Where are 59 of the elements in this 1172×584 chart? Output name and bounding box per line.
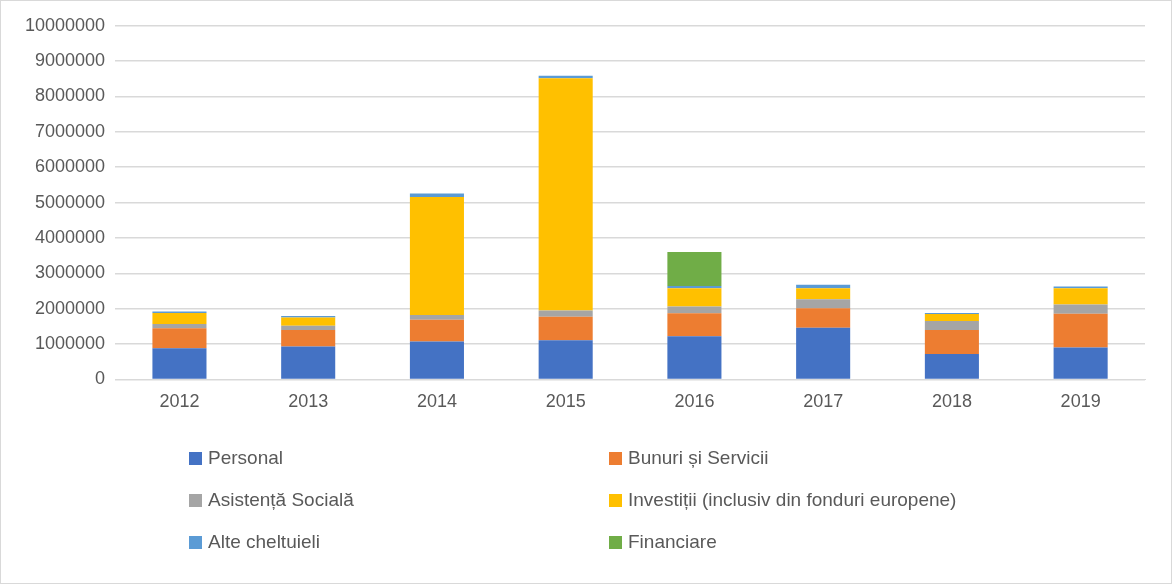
bar [796, 288, 851, 300]
bar [667, 313, 722, 337]
bar [409, 319, 464, 342]
bar [281, 329, 336, 347]
bar [1053, 347, 1108, 379]
bar [796, 308, 851, 328]
bar [667, 252, 722, 287]
bar [409, 315, 464, 320]
legend-label: Alte cheltuieli [208, 531, 320, 553]
y-tick-label: 6000000 [35, 156, 106, 177]
y-tick-label: 0 [95, 368, 106, 389]
y-tick-label: 2000000 [35, 297, 106, 318]
bar [667, 288, 722, 307]
legend-label: Financiare [628, 531, 717, 553]
bar [409, 193, 464, 197]
y-tick-label: 3000000 [35, 262, 106, 283]
x-tick-label: 2012 [159, 391, 200, 412]
legend-label: Bunuri și Servicii [628, 447, 769, 469]
bar [409, 196, 464, 316]
bar [667, 336, 722, 379]
legend-label: Asistență Socială [208, 489, 354, 511]
y-tick-label: 7000000 [35, 120, 106, 141]
bar [1053, 313, 1108, 348]
bar [667, 286, 722, 289]
legend-label: Personal [208, 447, 283, 469]
x-tick-label: 2018 [931, 391, 972, 412]
y-tick-label: 10000000 [24, 14, 106, 35]
bar [796, 327, 851, 379]
bar [538, 78, 593, 311]
x-tick-label: 2013 [288, 391, 329, 412]
bar [281, 325, 336, 330]
bar [1053, 288, 1108, 305]
x-tick-label: 2016 [674, 391, 715, 412]
y-tick-label: 1000000 [35, 333, 106, 354]
bar [409, 341, 464, 379]
x-tick-label: 2019 [1060, 391, 1101, 412]
y-tick-label: 9000000 [35, 50, 106, 71]
bar [152, 348, 207, 379]
x-tick-label: 2017 [803, 391, 844, 412]
bar [152, 328, 207, 349]
bar [152, 323, 207, 329]
bar [538, 340, 593, 379]
y-tick-label: 5000000 [35, 191, 106, 212]
bar [924, 353, 979, 379]
x-tick-label: 2015 [545, 391, 586, 412]
bar [924, 321, 979, 330]
bar [924, 329, 979, 354]
bar [924, 313, 979, 322]
legend-label: Investiții (inclusiv din fonduri europene) [628, 489, 957, 511]
bar [281, 346, 336, 379]
bar [538, 310, 593, 317]
bar [538, 316, 593, 341]
bar [152, 312, 207, 324]
bar [281, 317, 336, 326]
y-tick-label: 8000000 [35, 85, 106, 106]
bar [1053, 304, 1108, 314]
bar [796, 299, 851, 309]
x-tick-label: 2014 [416, 391, 457, 412]
y-tick-label: 4000000 [35, 226, 106, 247]
